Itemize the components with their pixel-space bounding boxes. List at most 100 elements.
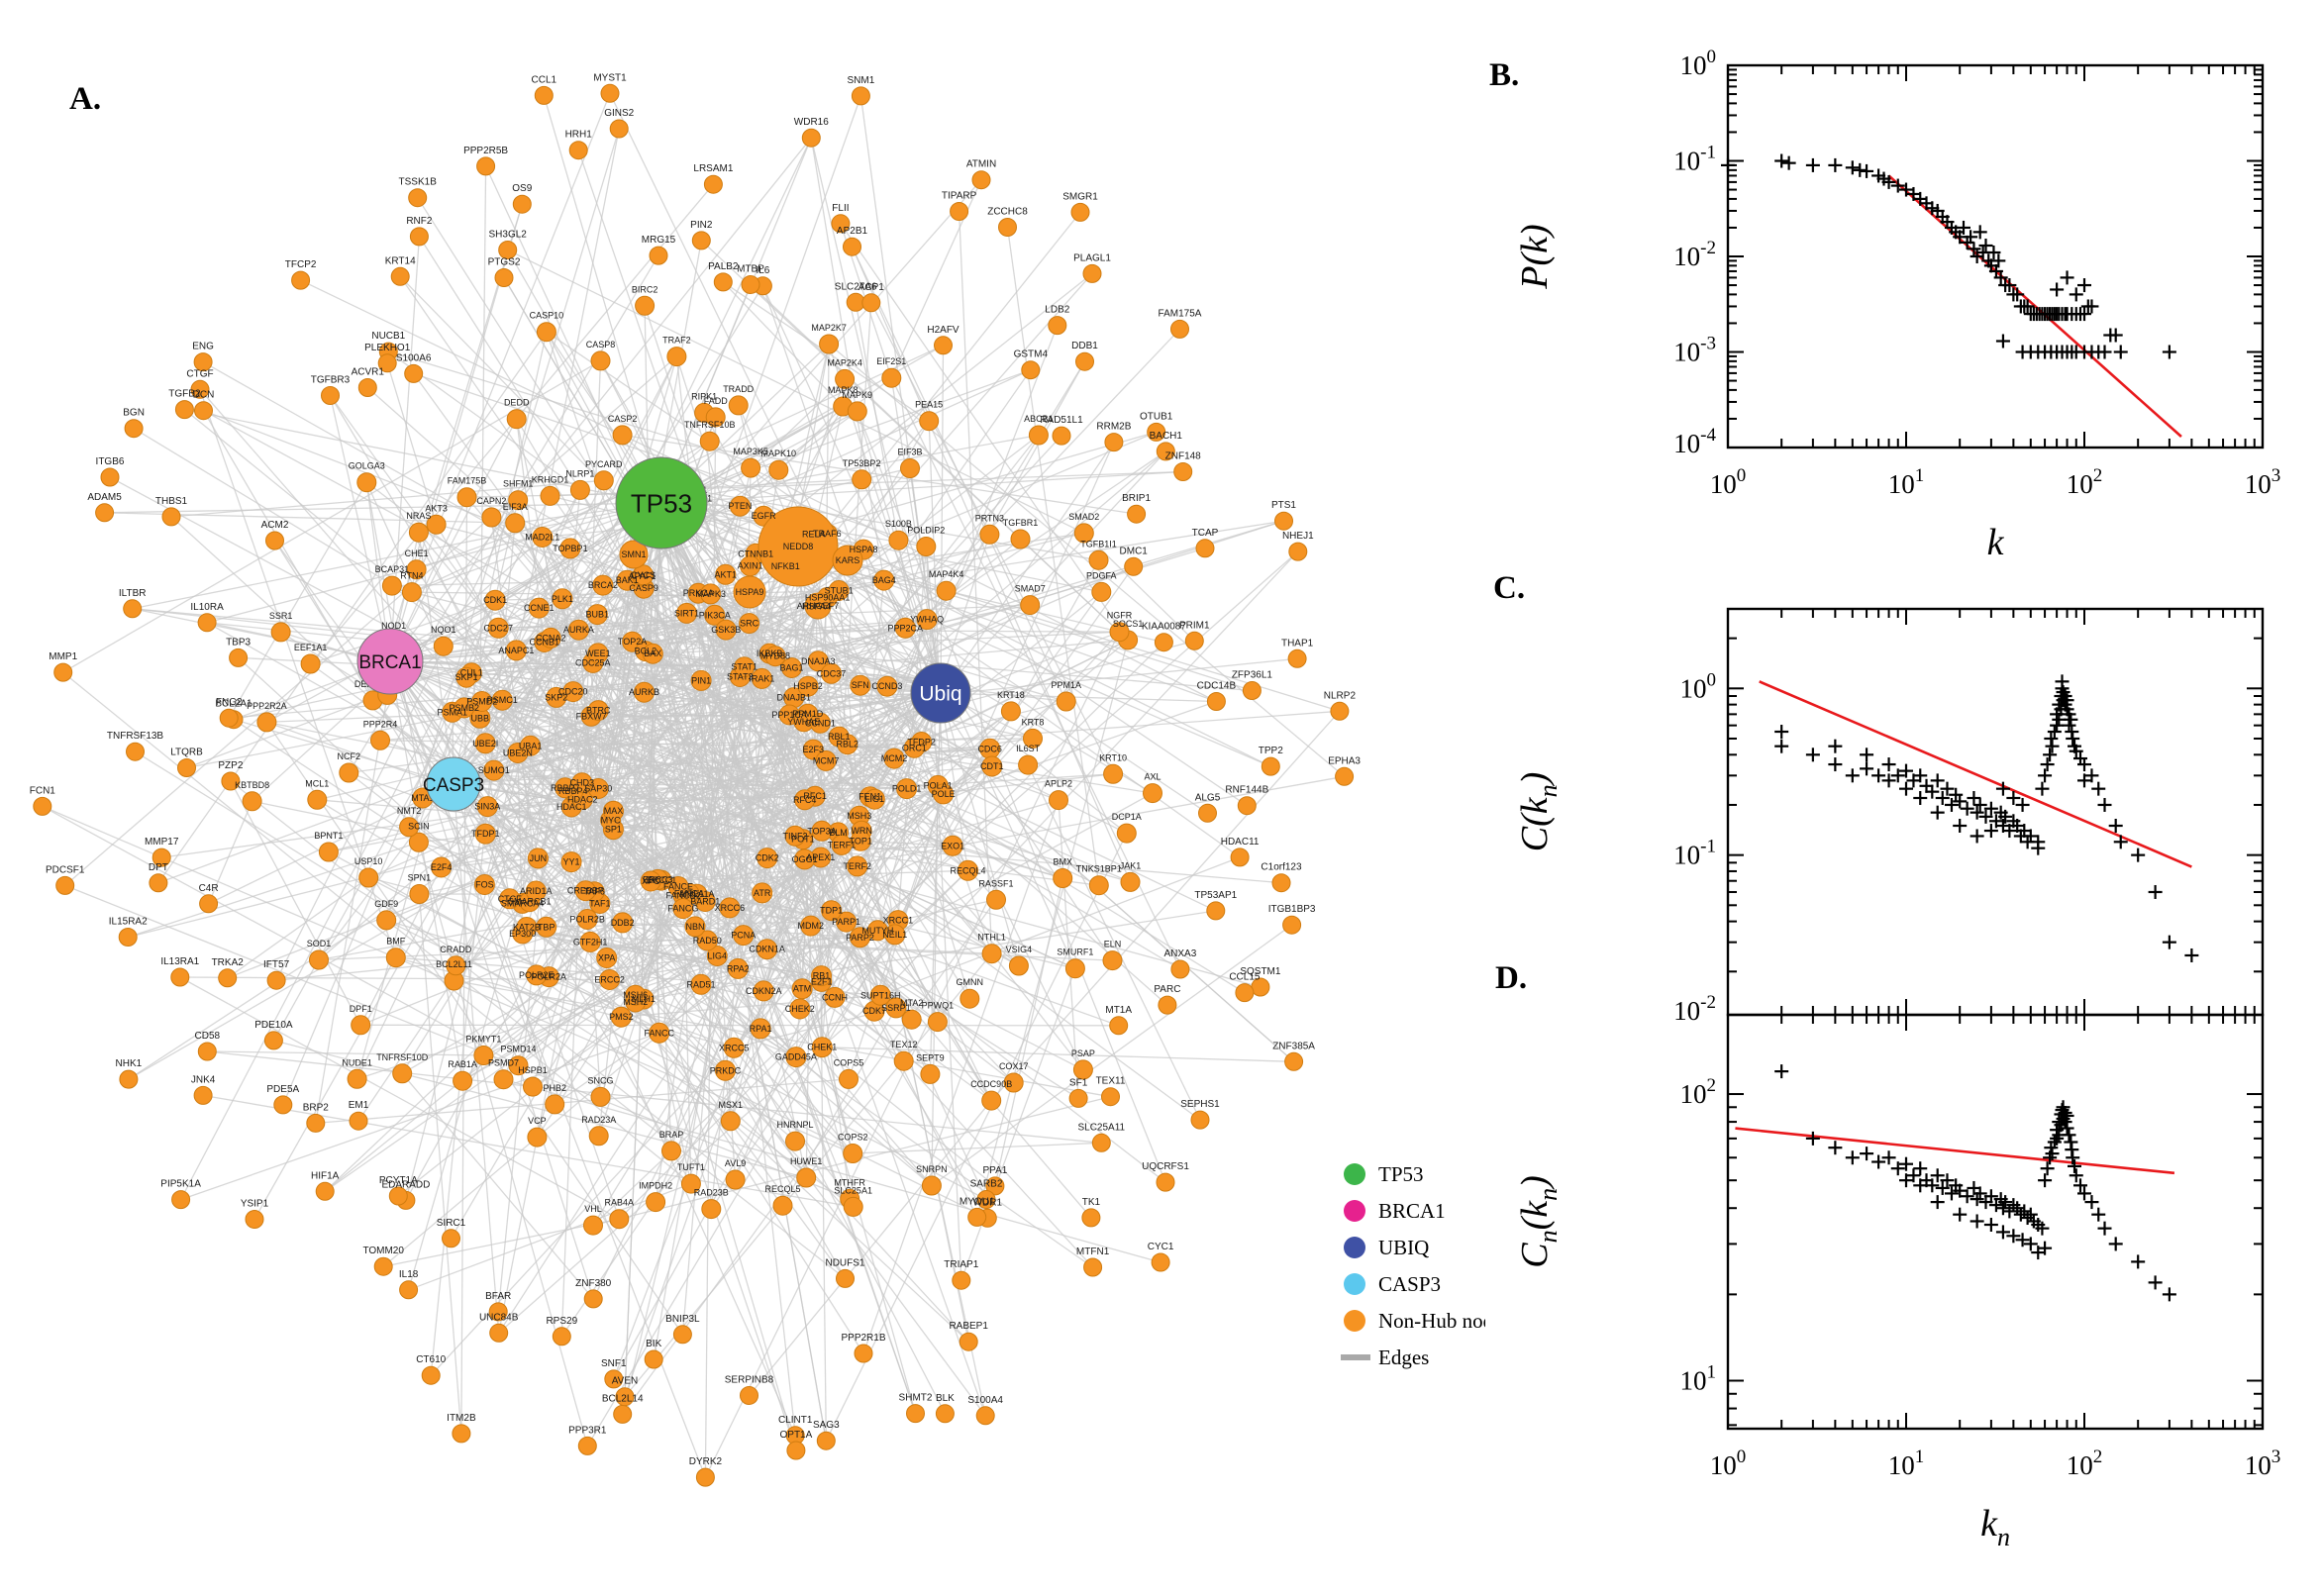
network-node (505, 513, 526, 534)
network-node (100, 467, 120, 487)
network-node-label: TAF6 (584, 887, 605, 897)
network-node-label: SHFM1 (503, 479, 534, 489)
network-node (1070, 202, 1090, 222)
network-node-label: BGN (123, 408, 145, 419)
network-node (381, 575, 402, 596)
network-node (177, 758, 196, 777)
network-node (587, 700, 609, 722)
network-node-label: CASP10 (530, 311, 564, 321)
network-node-label: DYRK2 (689, 1456, 723, 1467)
network-node-label: SMAD2 (1068, 512, 1099, 522)
network-node-label: ZNF385A (1272, 1041, 1315, 1051)
network-node (921, 1175, 942, 1196)
network-edge (371, 204, 523, 701)
network-node-label: SAP30 (584, 784, 612, 794)
network-node-label: SMN1 (621, 549, 646, 559)
network-node-label: CASP8 (586, 340, 616, 349)
network-node-label: COPS5 (834, 1057, 864, 1067)
network-edge (238, 656, 942, 694)
network-node-label: EPHA3 (1328, 755, 1361, 766)
network-node-label: TP53AP1 (1194, 890, 1237, 901)
network-edge (707, 940, 992, 954)
network-node (124, 419, 144, 439)
network-edge (622, 922, 897, 1009)
network-node (571, 772, 593, 794)
network-node (885, 997, 907, 1019)
network-node (1068, 1088, 1088, 1108)
network-node-label: PRKDC (710, 1065, 742, 1075)
network-edge (389, 418, 518, 662)
network-node-label: DPF1 (350, 1004, 372, 1014)
network-node (356, 472, 377, 493)
network-edge (748, 1100, 992, 1396)
network-node (836, 911, 858, 933)
network-node-label: SPN1 (408, 873, 432, 883)
network-node (218, 968, 238, 988)
network-node-label: XRCC6 (715, 903, 746, 913)
network-node-label: XRCC1 (883, 916, 914, 926)
network-node-label: POLR2A (532, 972, 567, 982)
network-node-label: TGFB2 (168, 389, 201, 400)
network-node (884, 924, 906, 946)
hub-label: CASP3 (423, 775, 484, 796)
network-edge (860, 840, 954, 847)
network-node (536, 322, 556, 343)
hub-node-brca1 (356, 628, 424, 695)
network-node-label: PRKCA (683, 588, 714, 598)
network-node-label: NUDE1 (342, 1057, 372, 1067)
network-node (1237, 796, 1257, 816)
network-node-label: GADD45A (775, 1052, 817, 1062)
network-node (720, 1111, 741, 1132)
network-node (725, 1169, 746, 1190)
network-node (785, 1047, 807, 1068)
network-node-label: ARHGEF7 (797, 601, 840, 611)
network-edge (498, 858, 806, 1334)
tick-label: 103 (2245, 465, 2281, 499)
network-node-label: BCAP31 (375, 564, 410, 574)
network-node (797, 675, 819, 697)
network-node-label: BRAP (659, 1130, 684, 1140)
network-node-label: HDAC1 (556, 802, 587, 812)
network-node-label: CCNB1 (530, 638, 560, 648)
network-node-label: RRM2B (1096, 422, 1131, 433)
network-node-label: CDK2 (756, 853, 779, 863)
network-node-label: SHMT2 (899, 1393, 933, 1404)
network-edge (206, 502, 662, 624)
network-node-label: BPNT1 (314, 831, 343, 841)
network-node (809, 712, 831, 734)
network-node (690, 669, 712, 691)
network-node-label: KAT2B (513, 923, 541, 933)
tick-label: 101 (1888, 465, 1925, 499)
network-node-label: CCND3 (871, 681, 902, 691)
network-edge (453, 783, 939, 787)
network-edge (389, 660, 463, 1081)
network-edge (454, 692, 942, 776)
network-node (306, 1113, 326, 1133)
network-node-label: EGFR (752, 511, 777, 521)
network-node-label: SKP2 (545, 692, 567, 702)
network-node-label: XPA (598, 953, 615, 963)
network-node (701, 1199, 722, 1220)
network-edge (633, 553, 942, 694)
network-node (796, 1167, 817, 1188)
legend-label: UBIQ (1378, 1236, 1429, 1259)
network-node (494, 268, 514, 287)
tick-label: 10-1 (1673, 143, 1716, 176)
network-edge (454, 500, 519, 775)
network-node-label: GMNN (957, 977, 984, 987)
network-node (821, 900, 843, 922)
network-node (455, 666, 477, 688)
network-node-label: SARB2 (970, 1179, 1003, 1190)
network-node-label: CDKN1A (749, 945, 785, 954)
network-node-label: TINF2 (782, 831, 807, 841)
network-node-label: KRT18 (997, 690, 1025, 700)
network-node-label: PSMD2 (466, 697, 497, 707)
network-node (1151, 1252, 1170, 1272)
network-node-label: RB1 (813, 971, 831, 981)
network-node-label: H2AFV (927, 325, 960, 336)
network-node (646, 1192, 666, 1213)
network-node (528, 597, 550, 619)
network-node-label: AXL (1144, 772, 1161, 782)
network-node-label: BFAR (485, 1291, 511, 1302)
network-node (373, 1256, 393, 1276)
